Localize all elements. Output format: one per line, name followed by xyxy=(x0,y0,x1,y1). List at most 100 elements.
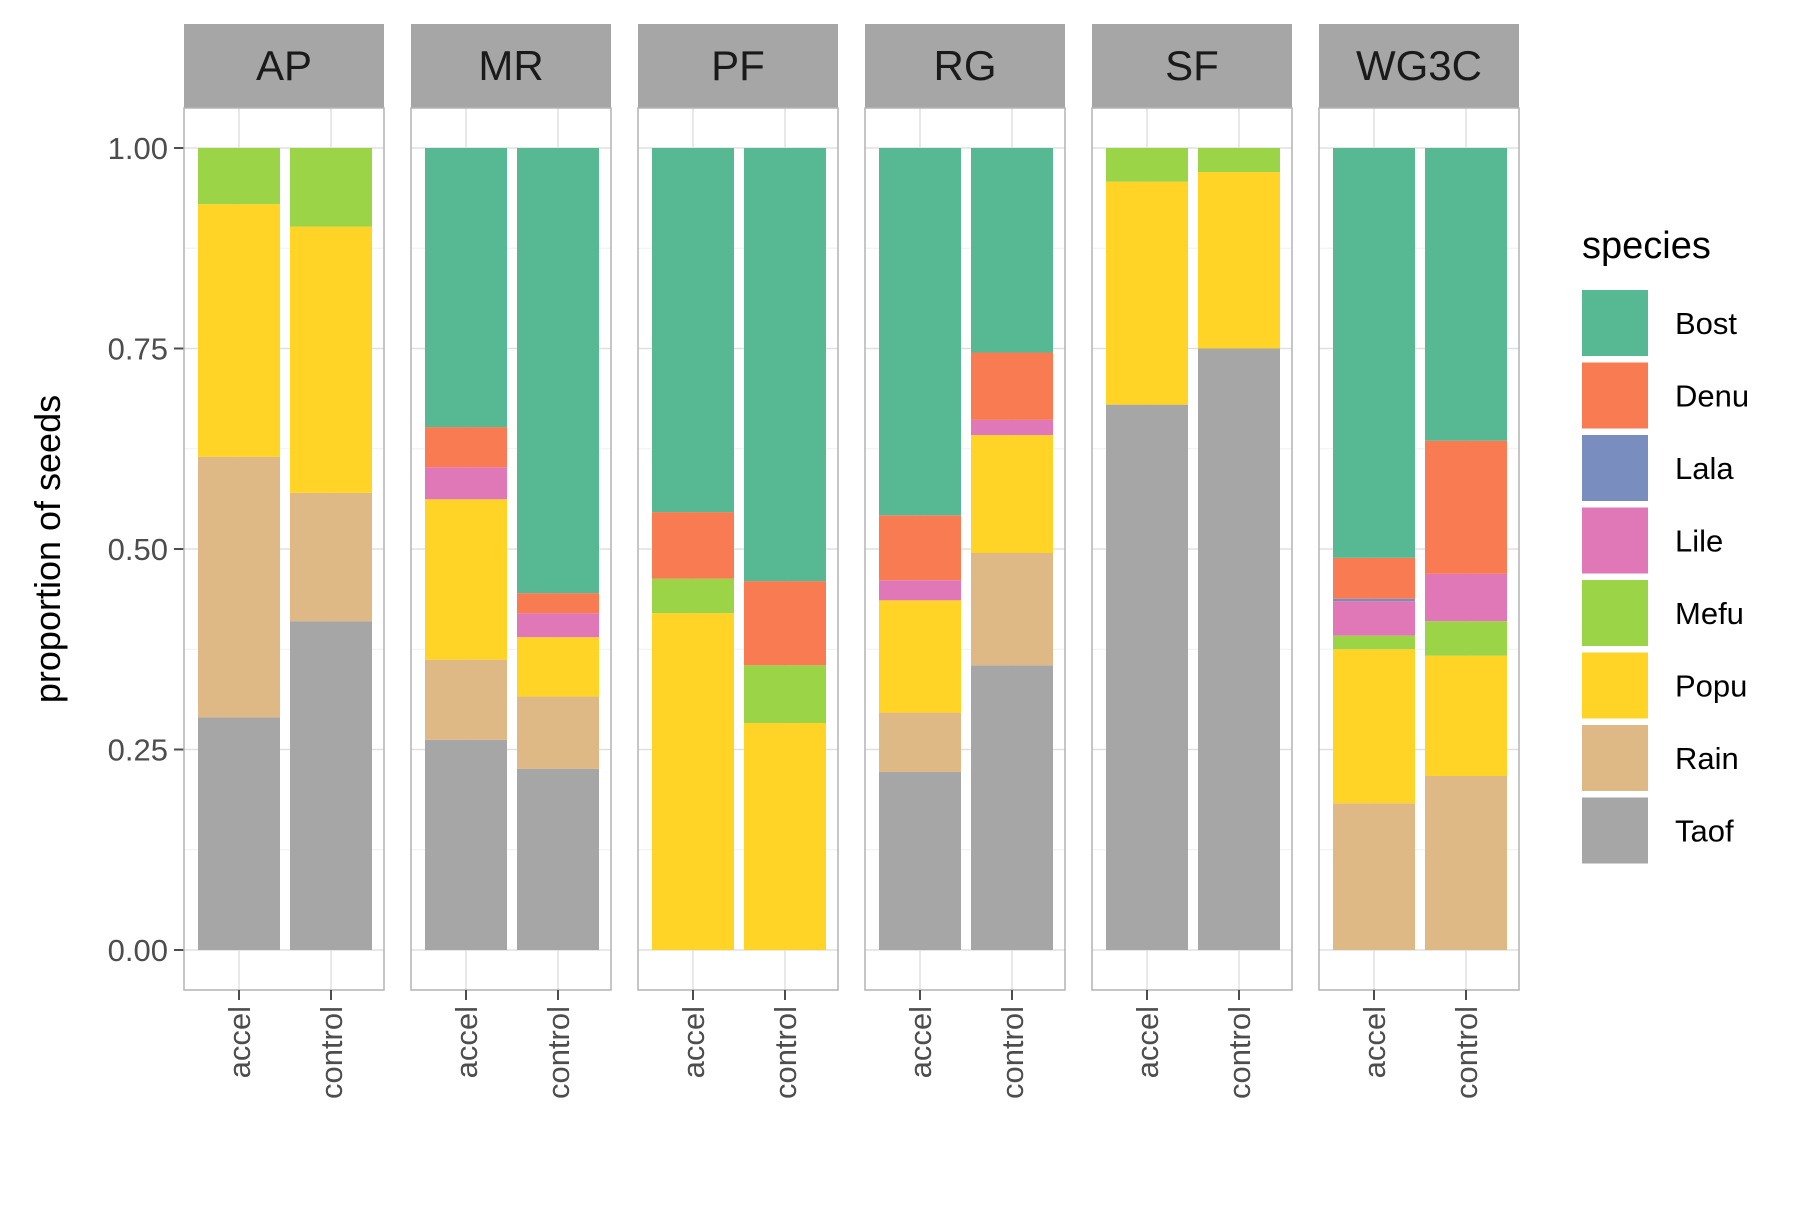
facet-strip xyxy=(638,24,838,108)
bar-segment-taof xyxy=(425,739,507,950)
x-tick-label: accel xyxy=(1130,1006,1165,1078)
bar-segment-popu xyxy=(1333,649,1415,804)
bar-segment-bost xyxy=(971,148,1053,353)
bar-segment-bost xyxy=(517,148,599,594)
facet-border xyxy=(637,107,839,991)
bar-segment-mefu xyxy=(652,578,734,614)
y-tick-label: 0.25 xyxy=(108,733,168,768)
bar-segment-mefu xyxy=(1198,148,1280,173)
x-tick-label: accel xyxy=(1357,1006,1392,1078)
bar-segment-lile xyxy=(1333,601,1415,636)
bar-segment-mefu xyxy=(198,148,280,205)
bar-segment-taof xyxy=(517,768,599,950)
legend-key xyxy=(1582,580,1648,646)
bar-segment-popu xyxy=(1106,181,1188,405)
bar-segment-popu xyxy=(1425,655,1507,776)
y-tick-label: 0.50 xyxy=(108,532,168,567)
facet-label: PF xyxy=(711,42,765,89)
facet-strip xyxy=(865,24,1065,108)
bar-segment-bost xyxy=(652,148,734,513)
bar-segment-rain xyxy=(517,696,599,769)
bar-segment-denu xyxy=(1333,557,1415,599)
legend-label: Lile xyxy=(1675,524,1723,559)
bar-segment-lala xyxy=(1333,598,1415,602)
facet-strip xyxy=(1319,24,1519,108)
bar-segment-lile xyxy=(971,419,1053,436)
bar-segment-mefu xyxy=(290,148,372,227)
bar-segment-rain xyxy=(1425,775,1507,950)
legend-title: species xyxy=(1582,225,1711,267)
bar-segment-popu xyxy=(425,499,507,660)
bar-segment-popu xyxy=(290,226,372,493)
bar-segment-taof xyxy=(971,665,1053,950)
facet-border xyxy=(410,107,612,991)
x-tick-label: control xyxy=(768,1006,803,1099)
bar-segment-denu xyxy=(517,593,599,614)
facet-label: WG3C xyxy=(1356,42,1482,89)
facet-label: RG xyxy=(934,42,997,89)
bar-segment-rain xyxy=(425,659,507,740)
bar-segment-lile xyxy=(517,613,599,638)
bar-segment-rain xyxy=(879,712,961,772)
bar-segment-popu xyxy=(517,637,599,697)
x-tick-label: control xyxy=(995,1006,1030,1099)
bar-segment-denu xyxy=(652,512,734,579)
bar-segment-lile xyxy=(879,580,961,601)
bar-segment-lile xyxy=(425,467,507,500)
bar-segment-denu xyxy=(744,581,826,666)
facet-strip xyxy=(184,24,384,108)
x-tick-label: control xyxy=(314,1006,349,1099)
x-tick-label: accel xyxy=(222,1006,257,1078)
facet-border xyxy=(864,107,1066,991)
bar-segment-mefu xyxy=(1106,148,1188,182)
bar-segment-popu xyxy=(198,204,280,457)
legend-key xyxy=(1582,652,1648,719)
bar-segment-rain xyxy=(290,492,372,622)
bar-segment-taof xyxy=(1106,404,1188,950)
bar-segment-popu xyxy=(744,723,826,950)
y-tick-label: 0.75 xyxy=(108,332,168,367)
facet-border xyxy=(1091,107,1293,991)
legend-label: Taof xyxy=(1675,814,1734,849)
y-tick-label: 0.00 xyxy=(108,933,168,968)
bar-segment-taof xyxy=(290,621,372,950)
legend-key xyxy=(1582,797,1648,864)
y-tick-label: 1.00 xyxy=(108,131,168,166)
bar-segment-denu xyxy=(879,515,961,581)
legend-label: Denu xyxy=(1675,379,1749,414)
facet-label: SF xyxy=(1165,42,1219,89)
bar-segment-popu xyxy=(652,613,734,950)
facet-label: MR xyxy=(478,42,543,89)
bar-segment-mefu xyxy=(1425,621,1507,656)
bar-segment-taof xyxy=(879,771,961,950)
x-tick-label: accel xyxy=(676,1006,711,1078)
bar-segment-rain xyxy=(971,553,1053,666)
bar-segment-bost xyxy=(1425,148,1507,441)
x-tick-label: control xyxy=(1222,1006,1257,1099)
legend-key xyxy=(1582,362,1648,429)
legend-label: Lala xyxy=(1675,451,1734,486)
bar-segment-mefu xyxy=(744,665,826,724)
bar-segment-bost xyxy=(744,148,826,582)
bar-segment-mefu xyxy=(1333,635,1415,650)
bar-segment-bost xyxy=(1333,148,1415,558)
legend-key xyxy=(1582,435,1648,501)
bar-segment-bost xyxy=(425,148,507,428)
facet-border xyxy=(1318,107,1520,991)
bar-segment-popu xyxy=(1198,172,1280,349)
legend-label: Mefu xyxy=(1675,596,1744,631)
bar-segment-rain xyxy=(1333,803,1415,950)
bar-segment-popu xyxy=(879,600,961,713)
facet-strip xyxy=(411,24,611,108)
y-axis-title: proportion of seeds xyxy=(27,395,68,703)
bar-segment-taof xyxy=(1198,348,1280,950)
facet-border xyxy=(183,107,385,991)
legend-label: Bost xyxy=(1675,306,1737,341)
facet-strip xyxy=(1092,24,1292,108)
bar-segment-denu xyxy=(971,352,1053,420)
bar-segment-rain xyxy=(198,456,280,718)
legend-label: Rain xyxy=(1675,741,1739,776)
x-tick-label: accel xyxy=(449,1006,484,1078)
